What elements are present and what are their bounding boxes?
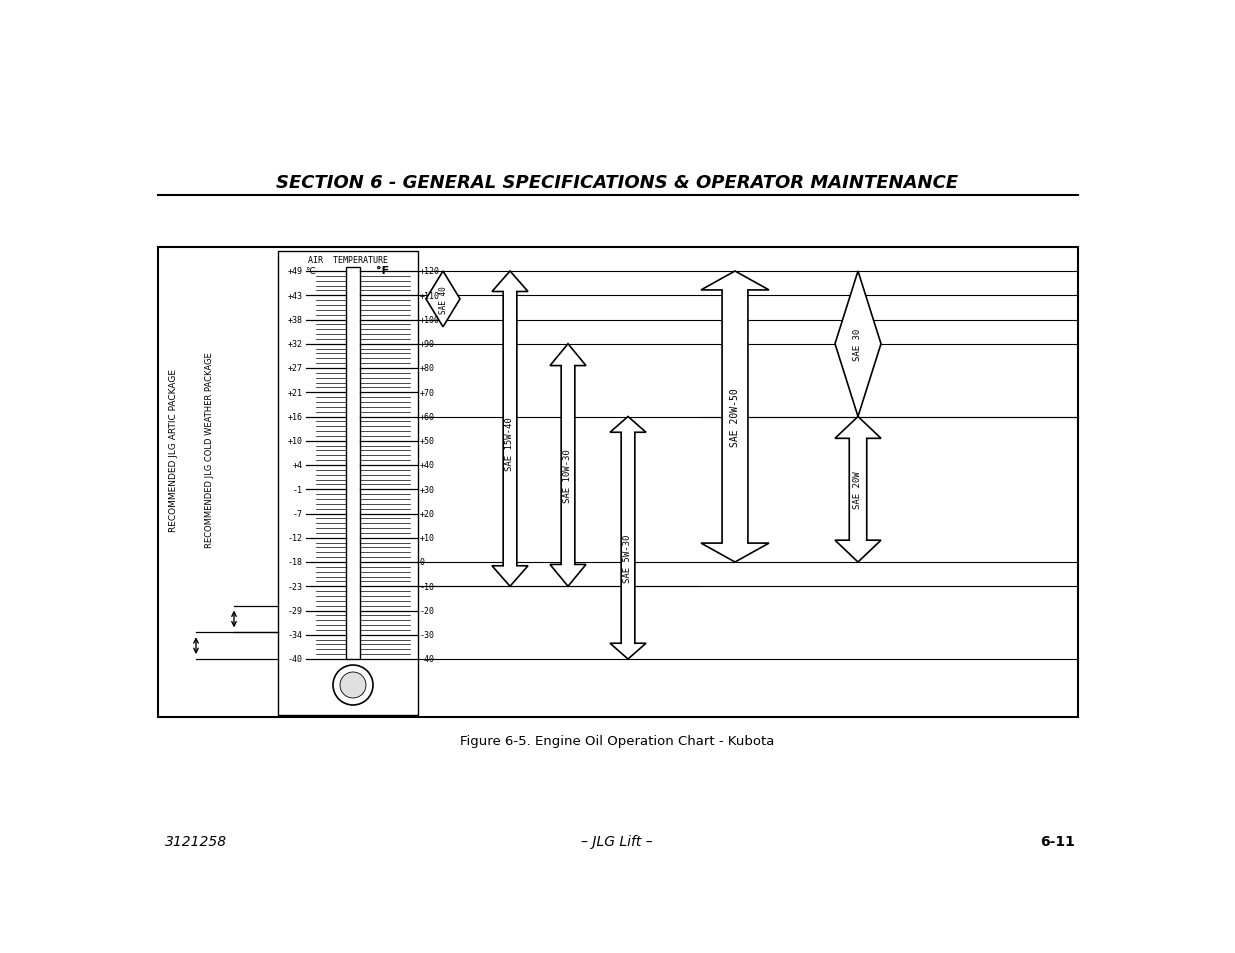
- Text: +90: +90: [420, 340, 435, 349]
- Polygon shape: [492, 272, 529, 587]
- Text: °C: °C: [305, 267, 315, 276]
- Bar: [346, 268, 359, 659]
- Text: +38: +38: [288, 315, 303, 325]
- Text: Figure 6-5. Engine Oil Operation Chart - Kubota: Figure 6-5. Engine Oil Operation Chart -…: [459, 735, 774, 748]
- Text: +60: +60: [420, 413, 435, 421]
- Text: -29: -29: [288, 606, 303, 616]
- Text: SAE 20W: SAE 20W: [853, 471, 862, 509]
- Text: -7: -7: [293, 510, 303, 518]
- Text: -34: -34: [288, 631, 303, 639]
- Text: 0: 0: [420, 558, 425, 567]
- Text: AIR  TEMPERATURE: AIR TEMPERATURE: [308, 256, 388, 265]
- Text: 6-11: 6-11: [1040, 834, 1074, 848]
- Text: SAE 5W-30: SAE 5W-30: [624, 534, 632, 582]
- Text: -23: -23: [288, 582, 303, 591]
- Polygon shape: [835, 272, 881, 417]
- Text: +27: +27: [288, 364, 303, 374]
- Text: +50: +50: [420, 436, 435, 446]
- Text: +10: +10: [288, 436, 303, 446]
- Text: SAE 30: SAE 30: [853, 328, 862, 360]
- Text: +110: +110: [420, 292, 440, 300]
- Text: -30: -30: [420, 631, 435, 639]
- Text: -20: -20: [420, 606, 435, 616]
- Text: RECOMMENDED JLG COLD WEATHER PACKAGE: RECOMMENDED JLG COLD WEATHER PACKAGE: [205, 352, 215, 547]
- Text: SAE 40: SAE 40: [438, 286, 447, 314]
- Text: +80: +80: [420, 364, 435, 374]
- Text: °F: °F: [377, 266, 389, 275]
- Text: – JLG Lift –: – JLG Lift –: [582, 834, 653, 848]
- Text: +30: +30: [420, 485, 435, 495]
- Text: SAE 10W-30: SAE 10W-30: [563, 449, 573, 502]
- Text: +40: +40: [420, 461, 435, 470]
- Text: -40: -40: [288, 655, 303, 664]
- Polygon shape: [701, 272, 769, 562]
- Polygon shape: [835, 417, 881, 562]
- Text: 3121258: 3121258: [165, 834, 227, 848]
- Text: -1: -1: [293, 485, 303, 495]
- Text: +49: +49: [288, 267, 303, 276]
- Text: +120: +120: [420, 267, 440, 276]
- Text: SAE 15W-40: SAE 15W-40: [505, 417, 515, 471]
- Circle shape: [340, 672, 366, 699]
- Text: RECOMMENDED JLG ARTIC PACKAGE: RECOMMENDED JLG ARTIC PACKAGE: [169, 368, 179, 531]
- Text: -18: -18: [288, 558, 303, 567]
- Text: +21: +21: [288, 388, 303, 397]
- Circle shape: [333, 665, 373, 705]
- Text: +32: +32: [288, 340, 303, 349]
- Text: +4: +4: [293, 461, 303, 470]
- Polygon shape: [426, 272, 459, 328]
- Bar: [158, 248, 1078, 718]
- Text: -10: -10: [420, 582, 435, 591]
- Text: SECTION 6 - GENERAL SPECIFICATIONS & OPERATOR MAINTENANCE: SECTION 6 - GENERAL SPECIFICATIONS & OPE…: [275, 173, 958, 192]
- Bar: [278, 252, 417, 716]
- Text: +16: +16: [288, 413, 303, 421]
- Polygon shape: [610, 417, 646, 659]
- Text: -40: -40: [420, 655, 435, 664]
- Text: +100: +100: [420, 315, 440, 325]
- Text: +10: +10: [420, 534, 435, 542]
- Text: +20: +20: [420, 510, 435, 518]
- Text: +43: +43: [288, 292, 303, 300]
- Polygon shape: [550, 344, 585, 587]
- Text: +70: +70: [420, 388, 435, 397]
- Text: SAE 20W-50: SAE 20W-50: [730, 388, 740, 446]
- Text: -12: -12: [288, 534, 303, 542]
